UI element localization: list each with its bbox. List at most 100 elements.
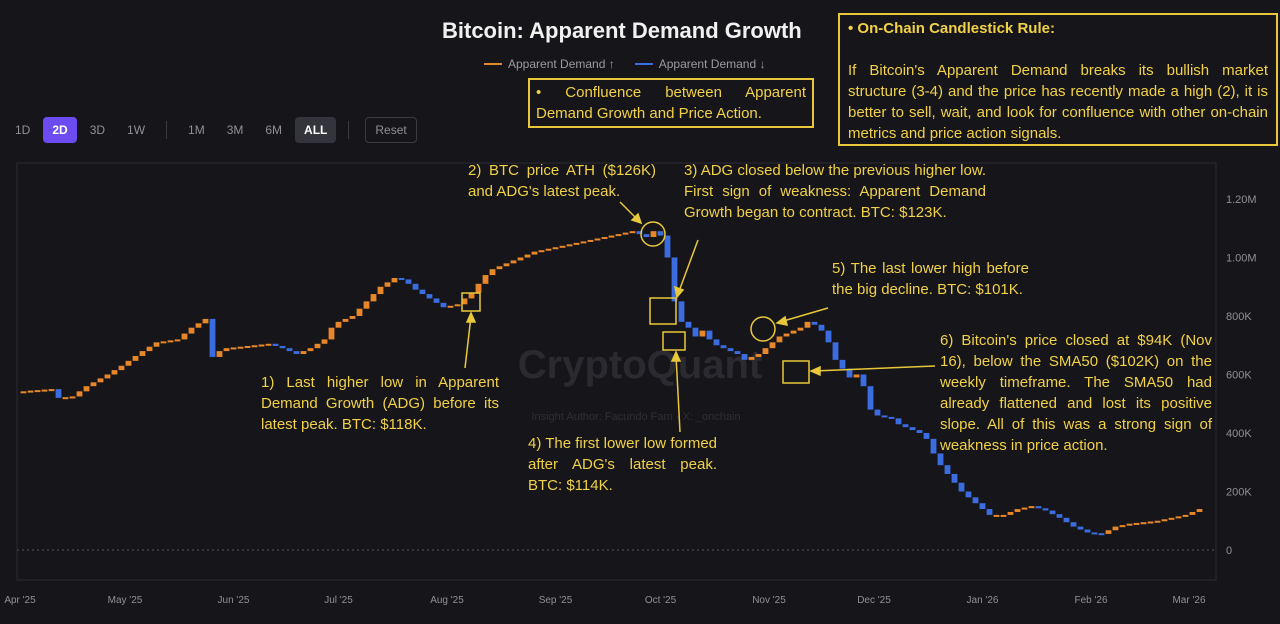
legend-item-down[interactable]: Apparent Demand ↓	[634, 57, 766, 71]
candle	[1161, 519, 1168, 522]
candle	[909, 427, 916, 431]
y-tick-label: 1.00M	[1226, 253, 1257, 265]
reset-button[interactable]: Reset	[365, 117, 417, 143]
annotation-marks	[461, 201, 936, 433]
candle	[104, 374, 111, 379]
candle	[706, 330, 713, 340]
candle	[1028, 506, 1035, 509]
candle	[1049, 510, 1056, 515]
candle	[293, 351, 300, 355]
range-selector: 1D 2D 3D 1W 1M 3M 6M ALL Reset	[6, 117, 417, 143]
candle	[433, 298, 440, 303]
candle	[1084, 529, 1091, 533]
candle	[153, 342, 160, 347]
candle	[48, 389, 55, 392]
candle	[965, 491, 972, 498]
candle	[391, 277, 398, 283]
candle	[279, 345, 286, 349]
legend-label-down: Apparent Demand ↓	[658, 57, 766, 71]
candle	[125, 360, 132, 366]
range-6m-button[interactable]: 6M	[265, 123, 283, 137]
candle	[1105, 530, 1112, 534]
candle	[188, 327, 195, 334]
candle	[496, 266, 503, 270]
x-tick-label: Aug '25	[430, 595, 464, 606]
annotation-5: 5) The last lower high before the big de…	[832, 260, 1029, 298]
candle	[398, 277, 405, 280]
candle	[531, 251, 538, 255]
candle	[783, 333, 790, 337]
candle	[1126, 523, 1133, 526]
chart-grid	[16, 162, 1217, 581]
legend-swatch-down	[634, 63, 653, 65]
candle	[1175, 516, 1182, 519]
annotation-4: 4) The first lower low formed after ADG'…	[528, 435, 717, 494]
candle	[608, 235, 615, 238]
candle	[538, 250, 545, 253]
candle	[804, 321, 811, 328]
annotation-1: 1) Last higher low in Apparent Demand Gr…	[261, 374, 499, 433]
candle	[797, 327, 804, 331]
x-tick-label: Dec '25	[857, 595, 891, 606]
candle	[741, 354, 748, 360]
candle	[1112, 526, 1119, 531]
candle	[132, 355, 139, 361]
chart-title: Bitcoin: Apparent Demand Growth	[442, 18, 802, 43]
candle	[216, 351, 223, 357]
candle	[937, 453, 944, 466]
marker-box-3	[649, 297, 677, 325]
candle	[321, 339, 328, 344]
range-1w-button[interactable]: 1W	[127, 123, 146, 137]
watermark-sub: Insight Author: Facundo Fam · X: _onchai…	[531, 411, 740, 423]
range-all-button[interactable]: ALL	[295, 117, 337, 143]
candle	[587, 239, 594, 242]
candle	[111, 370, 118, 375]
candle	[601, 237, 608, 240]
candle	[1133, 522, 1140, 525]
candle	[1035, 506, 1042, 509]
marker-circle-2	[640, 221, 666, 247]
marker-box-1	[461, 292, 481, 312]
watermark: CryptoQuant	[518, 343, 762, 387]
candle	[468, 292, 475, 299]
candle	[839, 359, 846, 369]
x-tick-label: Jan '26	[967, 595, 999, 606]
x-tick-label: Feb '26	[1074, 595, 1107, 606]
candle	[447, 305, 454, 308]
range-3d-button[interactable]: 3D	[89, 123, 106, 137]
range-1d-button[interactable]: 1D	[15, 123, 31, 137]
range-3m-button[interactable]: 3M	[226, 123, 244, 137]
candle	[272, 343, 279, 346]
candle	[1000, 514, 1007, 517]
candle	[790, 330, 797, 334]
candle	[181, 333, 188, 340]
candle	[650, 231, 657, 238]
range-2d-button[interactable]: 2D	[43, 117, 77, 143]
candle	[923, 433, 930, 439]
y-tick-label: 400K	[1226, 428, 1252, 440]
candle	[489, 269, 496, 276]
marker-box-4	[662, 331, 686, 351]
candle	[363, 301, 370, 309]
legend-item-up[interactable]: Apparent Demand ↑	[484, 57, 615, 71]
candle	[1098, 533, 1105, 536]
x-tick-label: Jul '25	[324, 595, 353, 606]
candle	[307, 348, 314, 352]
candle	[951, 473, 958, 483]
candle	[853, 374, 860, 378]
annotation-2: 2) BTC price ATH ($126K) and ADG's lates…	[468, 162, 656, 200]
candle	[566, 244, 573, 247]
candle	[237, 346, 244, 349]
candle	[405, 279, 412, 284]
candle	[545, 248, 552, 251]
annotation-6: 6) Bitcoin's price closed at $94K (Nov 1…	[940, 332, 1212, 454]
y-tick-label: 800K	[1226, 311, 1252, 323]
legend-swatch-up	[484, 63, 502, 65]
y-tick-label: 200K	[1226, 487, 1252, 499]
range-1m-button[interactable]: 1M	[188, 123, 205, 137]
candle	[1014, 509, 1021, 512]
candle	[475, 283, 482, 293]
y-tick-label: 600K	[1226, 370, 1252, 382]
candle	[342, 318, 349, 322]
candle	[1168, 517, 1175, 520]
